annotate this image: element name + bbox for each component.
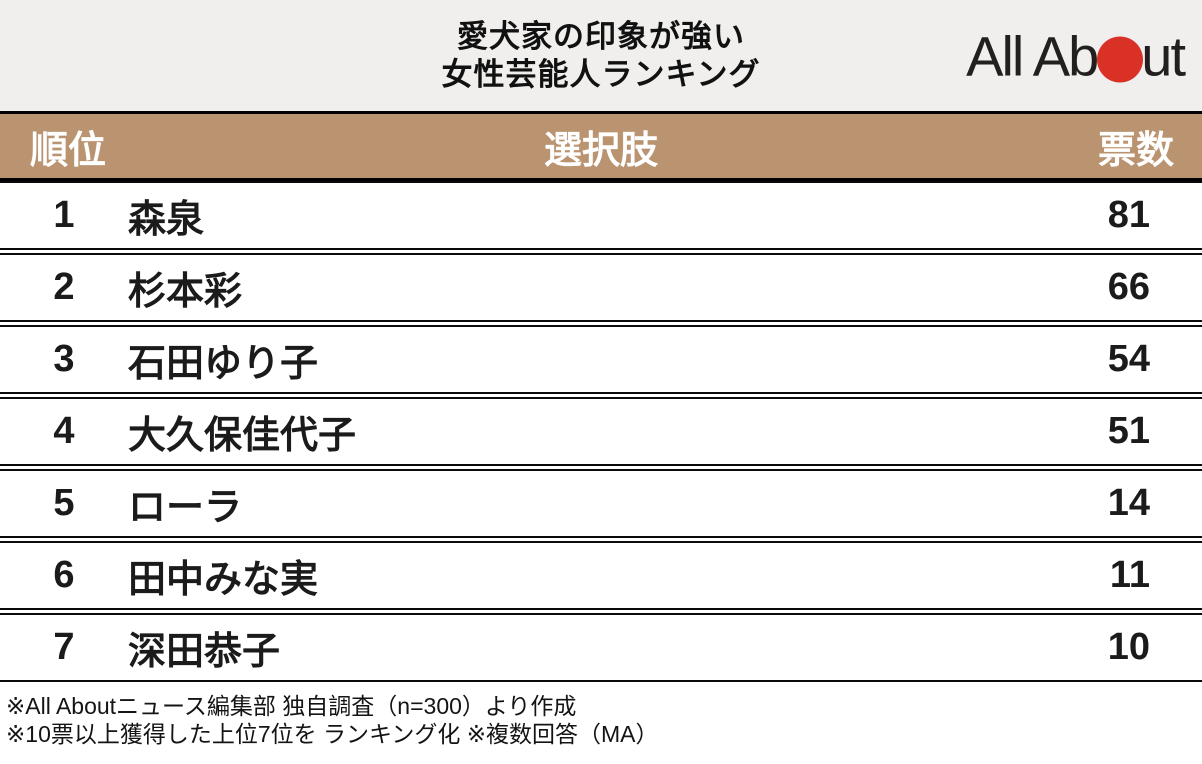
- rank-value: 3: [53, 338, 75, 380]
- header: 愛犬家の印象が強い 女性芸能人ランキング All Ab ut: [0, 0, 1202, 111]
- table-row: 7 深田恭子 10: [0, 613, 1202, 682]
- allabout-logo: All Ab ut: [966, 23, 1186, 88]
- votes-value: 51: [1107, 410, 1150, 452]
- table-row: 3 石田ゆり子 54: [0, 325, 1202, 394]
- table-row: 2 杉本彩 66: [0, 253, 1202, 322]
- footnote-line2: ※10票以上獲得した上位7位を ランキング化 ※複数回答（MA）: [6, 721, 659, 747]
- rank-value: 1: [53, 194, 75, 236]
- votes-value: 66: [1107, 266, 1150, 308]
- votes-value: 11: [1109, 554, 1150, 596]
- rank-value: 4: [53, 410, 75, 452]
- footnotes: ※All Aboutニュース編集部 独自調査（n=300）より作成 ※10票以上…: [0, 685, 1202, 748]
- ranking-infographic: 愛犬家の印象が強い 女性芸能人ランキング All Ab ut 順位 選択肢 票数…: [0, 0, 1202, 748]
- celebrity-name: 杉本彩: [128, 271, 243, 313]
- page-title-line1: 愛犬家の印象が強い: [456, 18, 745, 54]
- celebrity-name: 田中みな実: [128, 559, 319, 601]
- celebrity-name: ローラ: [128, 487, 243, 529]
- rank-value: 5: [53, 482, 75, 524]
- table-row: 5 ローラ 14: [0, 469, 1202, 538]
- table-row: 4 大久保佳代子 51: [0, 397, 1202, 466]
- logo-red-dot-icon: [1097, 36, 1144, 83]
- rank-value: 6: [53, 554, 75, 596]
- column-header-votes: 票数: [1097, 129, 1174, 172]
- table-header-row: 順位 選択肢 票数: [0, 111, 1202, 181]
- table-body: 1 森泉 81 2 杉本彩 66 3 石田ゆり子 54 4 大久保佳代子 51 5 ローラ 14 6 田中みな実…: [0, 181, 1202, 682]
- logo-text-before: All Ab: [966, 24, 1099, 87]
- page-title: 愛犬家の印象が強い 女性芸能人ランキング: [441, 18, 760, 94]
- celebrity-name: 大久保佳代子: [128, 415, 357, 457]
- votes-value: 14: [1107, 482, 1150, 524]
- celebrity-name: 石田ゆり子: [128, 343, 319, 385]
- page-title-line2: 女性芸能人ランキング: [441, 56, 761, 92]
- footnote-line1: ※All Aboutニュース編集部 独自調査（n=300）より作成: [6, 693, 577, 719]
- celebrity-name: 森泉: [128, 199, 205, 241]
- rank-value: 7: [53, 626, 75, 668]
- votes-value: 81: [1107, 194, 1150, 236]
- votes-value: 10: [1107, 626, 1150, 668]
- table-row: 6 田中みな実 11: [0, 541, 1202, 610]
- column-header-rank: 順位: [30, 129, 107, 172]
- column-header-choice: 選択肢: [543, 129, 658, 172]
- rank-value: 2: [53, 266, 75, 308]
- logo-text-after: ut: [1141, 24, 1186, 87]
- table-row: 1 森泉 81: [0, 181, 1202, 250]
- celebrity-name: 深田恭子: [128, 631, 281, 673]
- votes-value: 54: [1107, 338, 1150, 380]
